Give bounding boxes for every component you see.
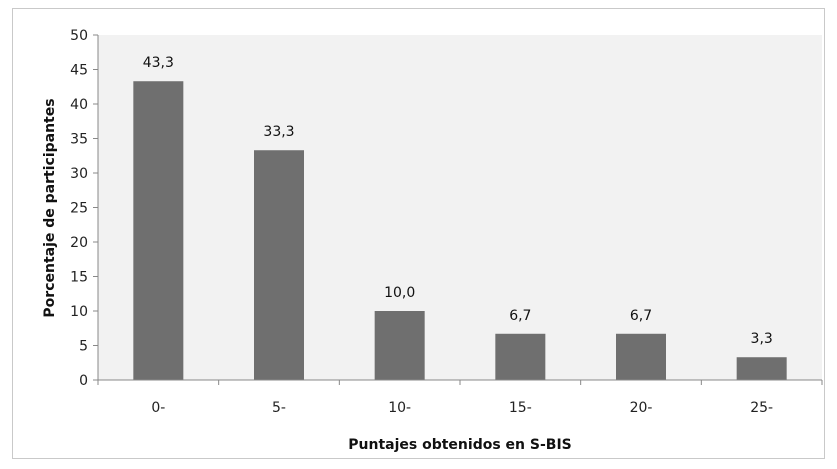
bar-5 — [254, 150, 304, 380]
plot-area — [98, 35, 822, 380]
data-label: 33,3 — [263, 124, 294, 140]
data-label: 10,0 — [384, 285, 415, 301]
y-tick-label: 50 — [70, 28, 88, 44]
y-tick-label: 30 — [70, 166, 88, 182]
y-tick-label: 35 — [70, 132, 88, 148]
x-tick-label: 0- — [151, 400, 165, 416]
data-label: 6,7 — [509, 308, 531, 324]
bar-15 — [495, 333, 546, 380]
x-tick-label: 15- — [509, 400, 532, 416]
data-label: 3,3 — [751, 331, 773, 347]
x-tick-label: 20- — [630, 400, 653, 416]
x-axis-ticks: 0- 5- 10- 15- 20- 25- — [97, 380, 823, 416]
y-tick-label: 40 — [70, 97, 88, 113]
y-tick-label: 0 — [79, 373, 88, 389]
x-tick-label: 10- — [388, 400, 411, 416]
x-tick-label: 25- — [750, 400, 773, 416]
y-tick-label: 5 — [79, 339, 88, 355]
x-axis-title: Puntajes obtenidos en S-BIS — [348, 437, 571, 453]
data-labels: 43,3 33,3 10,0 6,7 6,7 3,3 — [143, 55, 773, 347]
bar-20 — [616, 333, 666, 380]
y-tick-label: 25 — [70, 201, 88, 217]
data-label: 43,3 — [143, 55, 174, 71]
data-label: 6,7 — [630, 308, 652, 324]
bar-25 — [736, 357, 787, 380]
x-tick-label: 5- — [272, 400, 286, 416]
y-tick-label: 20 — [70, 235, 88, 251]
y-tick-label: 10 — [70, 304, 88, 320]
y-axis-ticks: 0 5 10 15 20 25 30 35 40 45 50 — [70, 28, 98, 389]
y-axis-title: Porcentaje de participantes — [42, 98, 58, 317]
bars — [133, 81, 787, 380]
y-tick-label: 45 — [70, 63, 88, 79]
bar-10 — [374, 311, 425, 380]
y-tick-label: 15 — [70, 270, 88, 286]
bar-0 — [133, 81, 184, 380]
